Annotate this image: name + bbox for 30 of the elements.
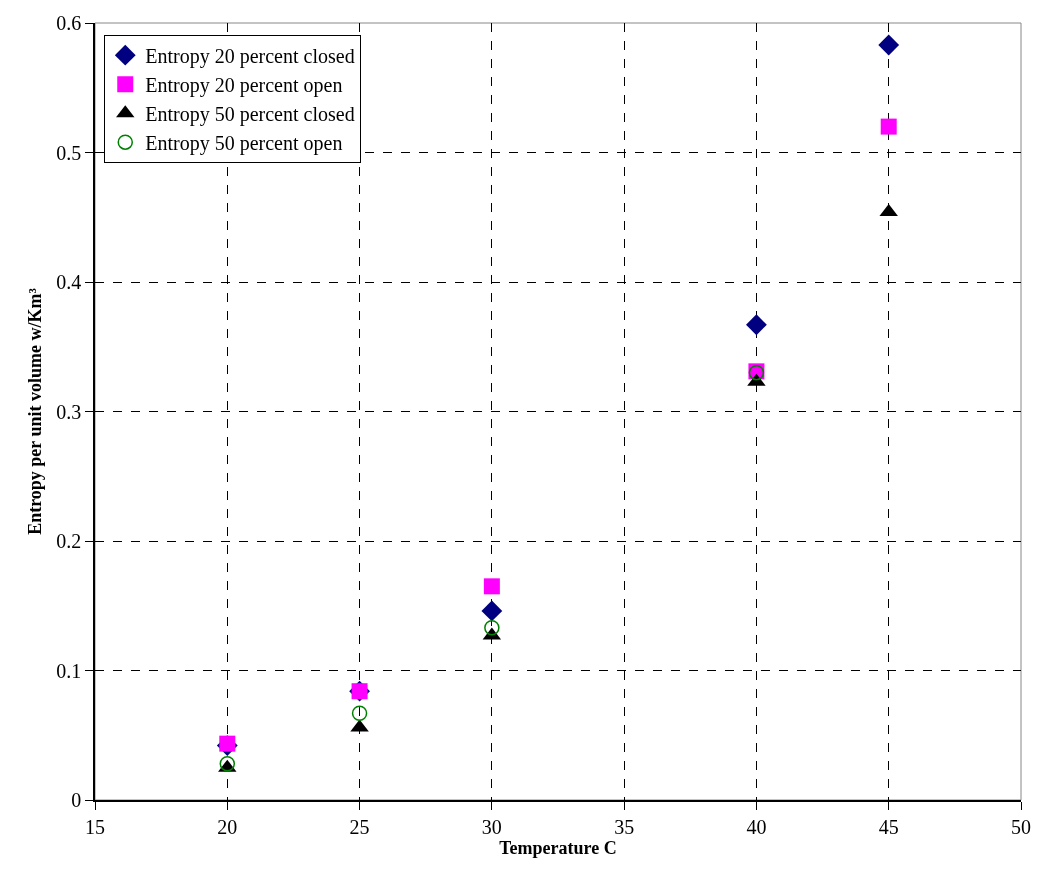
- legend-label: Entropy 20 percent open: [145, 73, 343, 97]
- y-tick-label: 0.1: [56, 659, 82, 682]
- x-tick-label: 30: [481, 815, 502, 838]
- y-tick-label: 0.3: [56, 400, 82, 423]
- point: [878, 34, 900, 56]
- y-tick-label: 0.4: [56, 271, 82, 293]
- point: [219, 755, 236, 772]
- point: [481, 600, 503, 622]
- x-tick-label: 40: [746, 815, 767, 838]
- x-axis-title: Temperature C: [499, 837, 617, 858]
- legend-label: Entropy 20 percent closed: [145, 44, 355, 68]
- point: [484, 620, 500, 636]
- x-tick-label: 15: [85, 815, 105, 838]
- y-tick-label: 0.6: [56, 12, 82, 34]
- x-tick-label: 50: [1011, 815, 1031, 838]
- legend-label: Entropy 50 percent open: [145, 131, 343, 155]
- x-tick-label: 45: [878, 815, 899, 838]
- x-tick-label: 25: [349, 815, 370, 838]
- point: [351, 705, 368, 721]
- y-tick-label: 0.2: [56, 530, 82, 552]
- y-tick-label: 0.5: [56, 141, 82, 164]
- point: [880, 118, 897, 135]
- y-tick-label: 0: [71, 789, 82, 811]
- point: [219, 735, 236, 752]
- y-axis-title: Entropy per unit volume w/Km³: [24, 287, 45, 535]
- legend-label: Entropy 50 percent closed: [145, 102, 355, 126]
- point: [746, 314, 767, 336]
- x-tick-label: 35: [614, 815, 635, 838]
- point: [483, 578, 500, 595]
- x-tick-label: 20: [217, 815, 238, 838]
